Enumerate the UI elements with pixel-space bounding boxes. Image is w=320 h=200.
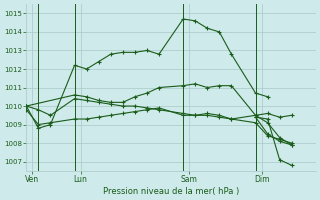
- X-axis label: Pression niveau de la mer( hPa ): Pression niveau de la mer( hPa ): [103, 187, 239, 196]
